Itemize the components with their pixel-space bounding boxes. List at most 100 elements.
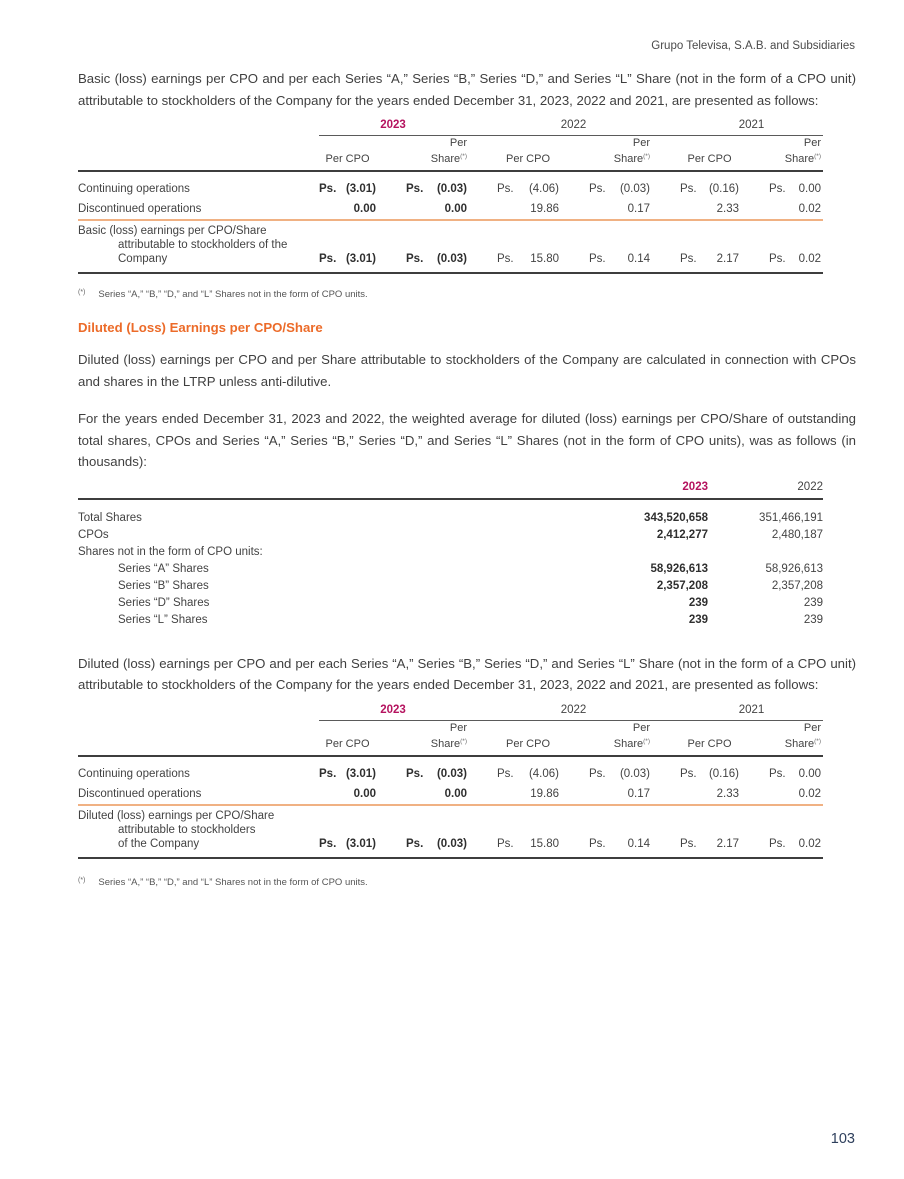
currency-prefix xyxy=(467,798,520,806)
year-header-2021: 2021 xyxy=(650,703,823,721)
currency-prefix xyxy=(559,798,611,806)
value-cell: 0.02 xyxy=(791,834,823,859)
value-cell: (3.01) xyxy=(345,183,376,195)
currency-prefix xyxy=(319,798,341,806)
per-share-header: Per Share(*) xyxy=(739,136,823,172)
value-cell: (4.06) xyxy=(528,183,559,195)
currency-prefix: Ps. xyxy=(739,249,791,274)
row-label: Diluted (loss) earnings per CPO/Share at… xyxy=(78,806,319,859)
currency-prefix: Ps. xyxy=(559,249,611,274)
year-header-2022: 2022 xyxy=(708,480,823,500)
currency-prefix: Ps. xyxy=(376,249,430,274)
diluted-calc-paragraph: Diluted (loss) earnings per CPO and per … xyxy=(78,352,856,389)
value-cell xyxy=(533,544,708,561)
value-cell: 2.17 xyxy=(702,249,739,274)
page-number: 103 xyxy=(830,1131,855,1147)
spacer xyxy=(78,480,533,500)
year-header-2023: 2023 xyxy=(319,703,467,721)
per-share-header: Per Share(*) xyxy=(559,136,650,172)
row-label: Discontinued operations xyxy=(78,199,319,221)
currency-prefix: Ps. xyxy=(319,767,337,780)
currency-prefix: Ps. xyxy=(467,249,520,274)
value-cell: 58,926,613 xyxy=(650,562,708,575)
value-cell: (0.16) xyxy=(708,767,739,780)
diluted-section-heading: Diluted (Loss) Earnings per CPO/Share xyxy=(78,320,323,335)
value-cell: 2,357,208 xyxy=(771,579,823,592)
currency-prefix xyxy=(376,213,430,221)
currency-prefix: Ps. xyxy=(319,249,341,274)
spacer xyxy=(78,751,319,757)
value-cell: 239 xyxy=(688,613,708,626)
footnote-marker: (*) xyxy=(460,737,467,745)
currency-prefix: Ps. xyxy=(589,767,606,780)
currency-prefix: Ps. xyxy=(589,183,606,195)
year-header-2023: 2023 xyxy=(533,480,708,500)
row-label: Series “A” Shares xyxy=(118,562,209,575)
currency-prefix: Ps. xyxy=(319,183,337,195)
value-cell: 239 xyxy=(803,596,823,609)
value-cell: (3.01) xyxy=(341,834,376,859)
currency-prefix xyxy=(739,798,791,806)
value-cell: 19.86 xyxy=(520,199,559,221)
value-cell: 0.00 xyxy=(341,784,376,806)
basic-eps-table: 2023 2022 2021 Per CPO Per Share(*) Per C… xyxy=(78,118,823,274)
currency-prefix: Ps. xyxy=(467,834,520,859)
row-label: Series “L” Shares xyxy=(118,613,208,626)
row-label: Total Shares xyxy=(78,511,142,524)
value-cell: (3.01) xyxy=(341,249,376,274)
currency-prefix xyxy=(650,213,702,221)
currency-prefix: Ps. xyxy=(376,834,430,859)
currency-prefix: Ps. xyxy=(680,767,697,780)
value-cell: 15.80 xyxy=(520,834,559,859)
footnote-marker: (*) xyxy=(643,737,650,745)
value-cell: (0.03) xyxy=(619,767,650,780)
year-header-2023: 2023 xyxy=(319,118,467,136)
basic-intro-paragraph: Basic (loss) earnings per CPO and per ea… xyxy=(78,71,856,108)
footnote-marker: (*) xyxy=(643,153,650,160)
currency-prefix: Ps. xyxy=(406,183,424,195)
footnote-marker: (*) xyxy=(814,737,821,745)
currency-prefix xyxy=(650,798,702,806)
currency-prefix: Ps. xyxy=(650,834,702,859)
currency-prefix: Ps. xyxy=(769,767,786,780)
currency-prefix: Ps. xyxy=(319,834,341,859)
per-cpo-header: Per CPO xyxy=(650,737,739,757)
value-cell: 0.14 xyxy=(611,249,650,274)
per-cpo-header: Per CPO xyxy=(467,152,559,172)
value-cell: 0.00 xyxy=(430,199,467,221)
per-share-header: Per Share(*) xyxy=(376,721,467,757)
value-cell: (0.03) xyxy=(436,183,467,195)
value-cell: 0.17 xyxy=(611,784,650,806)
currency-prefix xyxy=(467,213,520,221)
footnote-marker: (*) xyxy=(78,876,86,884)
currency-prefix: Ps. xyxy=(650,249,702,274)
value-cell: 2,357,208 xyxy=(656,579,708,592)
value-cell: 0.00 xyxy=(430,784,467,806)
row-label: Basic (loss) earnings per CPO/Share attr… xyxy=(78,221,319,274)
value-cell: 0.00 xyxy=(341,199,376,221)
spacer xyxy=(78,166,319,172)
value-cell: 0.02 xyxy=(791,249,823,274)
currency-prefix xyxy=(376,798,430,806)
table-footnote: (*) Series “A,” “B,” “D,” and “L” Shares … xyxy=(78,289,855,300)
value-cell: 2,412,277 xyxy=(656,528,708,541)
value-cell: (4.06) xyxy=(528,767,559,780)
per-cpo-header: Per CPO xyxy=(650,152,739,172)
value-cell: (3.01) xyxy=(345,767,376,780)
footnote-marker: (*) xyxy=(78,289,86,296)
value-cell: 0.00 xyxy=(798,183,821,195)
value-cell xyxy=(708,544,823,561)
row-label: Series “D” Shares xyxy=(118,596,210,609)
footnote-text: Series “A,” “B,” “D,” and “L” Shares not… xyxy=(98,876,368,888)
footnote-text: Series “A,” “B,” “D,” and “L” Shares not… xyxy=(98,289,368,300)
per-share-header: Per Share(*) xyxy=(376,136,467,172)
value-cell: 343,520,658 xyxy=(644,511,708,524)
row-label: Shares not in the form of CPO units: xyxy=(78,545,263,558)
value-cell: 2.33 xyxy=(702,784,739,806)
value-cell: 0.14 xyxy=(611,834,650,859)
value-cell: 351,466,191 xyxy=(759,511,823,524)
value-cell: 2.17 xyxy=(702,834,739,859)
company-header: Grupo Televisa, S.A.B. and Subsidiaries xyxy=(651,40,855,52)
row-label: CPOs xyxy=(78,528,109,541)
